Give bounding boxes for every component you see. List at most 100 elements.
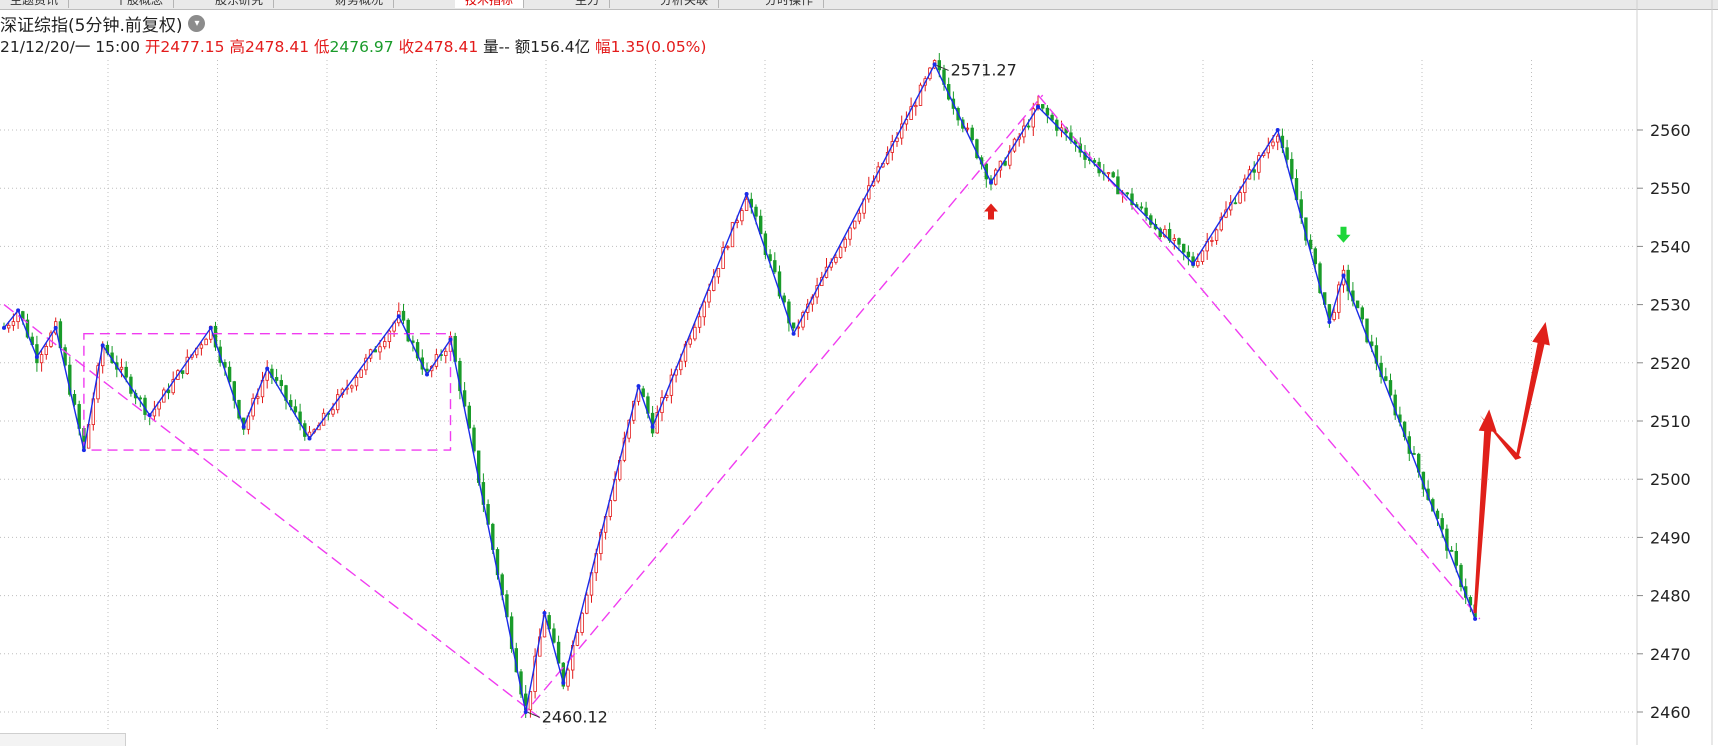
tab-5[interactable]: 主力 bbox=[565, 0, 611, 8]
zigzag-point bbox=[241, 424, 246, 429]
zigzag-point bbox=[100, 343, 105, 348]
zigzag-point bbox=[34, 354, 39, 359]
y-tick-label: 2460 bbox=[1650, 703, 1691, 722]
candle-body bbox=[350, 385, 354, 389]
candle-body bbox=[401, 310, 406, 321]
y-tick-label: 2510 bbox=[1650, 412, 1691, 431]
high-label: 高 bbox=[229, 38, 245, 56]
y-tick-label: 2470 bbox=[1650, 645, 1691, 664]
candle-body bbox=[679, 360, 683, 371]
candle-body bbox=[697, 316, 702, 328]
candle-body bbox=[1031, 108, 1035, 128]
zigzag-point bbox=[16, 308, 21, 313]
tab-7[interactable]: 分时操作 bbox=[755, 0, 825, 8]
candle-body bbox=[387, 330, 392, 342]
zigzag-point bbox=[932, 62, 937, 67]
tab-1[interactable]: 个股概念 bbox=[105, 0, 175, 8]
consolidation-box bbox=[83, 333, 452, 451]
zigzag-point bbox=[1473, 616, 1478, 621]
candle-body bbox=[702, 301, 706, 318]
y-tick-label: 2490 bbox=[1650, 528, 1691, 547]
scroll-handle[interactable] bbox=[0, 733, 126, 746]
candle-body bbox=[1219, 216, 1223, 231]
candle-body bbox=[1285, 147, 1289, 160]
candle-body bbox=[227, 366, 232, 383]
change-label: 幅 bbox=[595, 38, 611, 56]
candle-body bbox=[180, 370, 185, 374]
candle-body bbox=[444, 350, 448, 356]
candle-body bbox=[754, 206, 758, 217]
candle-body bbox=[25, 319, 30, 338]
candle-body bbox=[1116, 176, 1120, 195]
candle-body bbox=[1332, 311, 1336, 320]
candle-body bbox=[970, 127, 974, 141]
candle-body bbox=[838, 246, 843, 258]
candle-body bbox=[848, 227, 852, 240]
tab-3[interactable]: 财务概况 bbox=[325, 0, 395, 8]
candle-body bbox=[1003, 160, 1007, 166]
open-value: 2477.15 bbox=[160, 38, 225, 56]
close-label: 收 bbox=[398, 38, 415, 56]
candle-body bbox=[7, 324, 11, 329]
candle-body bbox=[1139, 206, 1144, 209]
trend-line bbox=[3, 304, 541, 719]
candle-body bbox=[256, 396, 260, 399]
candle-body bbox=[1252, 169, 1256, 173]
tab-4[interactable]: 技术指标 bbox=[455, 0, 525, 8]
y-tick-label: 2560 bbox=[1650, 121, 1691, 140]
candle-body bbox=[782, 295, 786, 303]
low-label: 低 bbox=[314, 38, 330, 56]
candle-body bbox=[1308, 239, 1313, 250]
chevron-down-icon[interactable]: ▾ bbox=[188, 14, 206, 32]
y-tick-label: 2480 bbox=[1650, 587, 1691, 606]
zigzag-point bbox=[265, 366, 270, 371]
candle-body bbox=[528, 691, 533, 711]
candle-body bbox=[1182, 243, 1186, 253]
y-tick-label: 2500 bbox=[1650, 470, 1691, 489]
candle-body bbox=[1243, 178, 1247, 193]
low-value: 2476.97 bbox=[329, 38, 394, 56]
tab-6[interactable]: 分析关联 bbox=[650, 0, 720, 8]
candle-body bbox=[740, 210, 744, 222]
candle-body bbox=[124, 366, 128, 378]
zigzag-point bbox=[650, 424, 655, 429]
candle-body bbox=[693, 326, 697, 340]
candle-body bbox=[655, 412, 659, 434]
trend-line bbox=[520, 94, 1044, 719]
candle-body bbox=[204, 338, 208, 346]
candle-body bbox=[1130, 193, 1134, 206]
candle-body bbox=[777, 271, 782, 297]
candle-body bbox=[726, 246, 730, 249]
zigzag-point bbox=[989, 180, 993, 185]
candle-body bbox=[857, 212, 862, 222]
zigzag-point bbox=[1341, 273, 1346, 278]
projection-up-arrow-2 bbox=[1515, 322, 1550, 457]
candle-body bbox=[1092, 159, 1097, 163]
candle-body bbox=[415, 342, 420, 359]
amount-label: 额 bbox=[514, 38, 531, 56]
candle-body bbox=[1172, 238, 1176, 241]
candle-body bbox=[63, 347, 67, 366]
tab-bar: 主题资讯 个股概念 股东研究 财务概况 技术指标 主力 分析关联 分时操作 bbox=[0, 0, 1718, 10]
candle-body bbox=[1435, 510, 1440, 519]
tab-2[interactable]: 股东研究 bbox=[205, 0, 275, 8]
quote-row: 21/12/20/一 15:00 开2477.15 高2478.41 低2476… bbox=[0, 35, 706, 57]
candle-body bbox=[1384, 376, 1388, 381]
zigzag-point bbox=[1327, 320, 1332, 325]
candle-body bbox=[1041, 104, 1045, 109]
zigzag-point bbox=[1191, 261, 1196, 266]
zigzag-point bbox=[307, 436, 312, 441]
candle-body bbox=[1346, 269, 1350, 292]
annotation-label: 2571.27 bbox=[951, 60, 1017, 79]
y-tick-label: 2530 bbox=[1650, 296, 1691, 315]
tab-0[interactable]: 主题资讯 bbox=[0, 0, 70, 8]
candle-body bbox=[1459, 564, 1463, 588]
candle-body bbox=[378, 346, 382, 353]
candle-body bbox=[791, 322, 796, 329]
candle-body bbox=[566, 669, 570, 687]
candles bbox=[2, 53, 1477, 718]
candle-body bbox=[119, 366, 124, 370]
title-row: 深证综指(5分钟.前复权) ▾ bbox=[0, 12, 206, 36]
candle-body bbox=[801, 312, 805, 328]
